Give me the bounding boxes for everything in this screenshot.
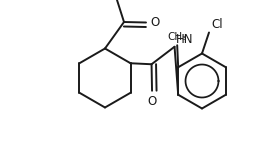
Text: HN: HN xyxy=(176,33,193,46)
Text: Cl: Cl xyxy=(211,18,222,31)
Text: O: O xyxy=(150,16,159,29)
Text: CH₃: CH₃ xyxy=(168,32,187,42)
Text: O: O xyxy=(147,95,157,108)
